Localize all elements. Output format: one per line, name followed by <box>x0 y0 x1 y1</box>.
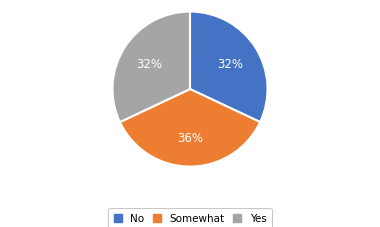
Wedge shape <box>190 12 268 123</box>
Legend: No, Somewhat, Yes: No, Somewhat, Yes <box>108 208 272 227</box>
Text: 32%: 32% <box>136 58 162 71</box>
Wedge shape <box>120 90 260 167</box>
Text: 32%: 32% <box>218 58 244 71</box>
Wedge shape <box>112 12 190 123</box>
Text: 36%: 36% <box>177 131 203 144</box>
